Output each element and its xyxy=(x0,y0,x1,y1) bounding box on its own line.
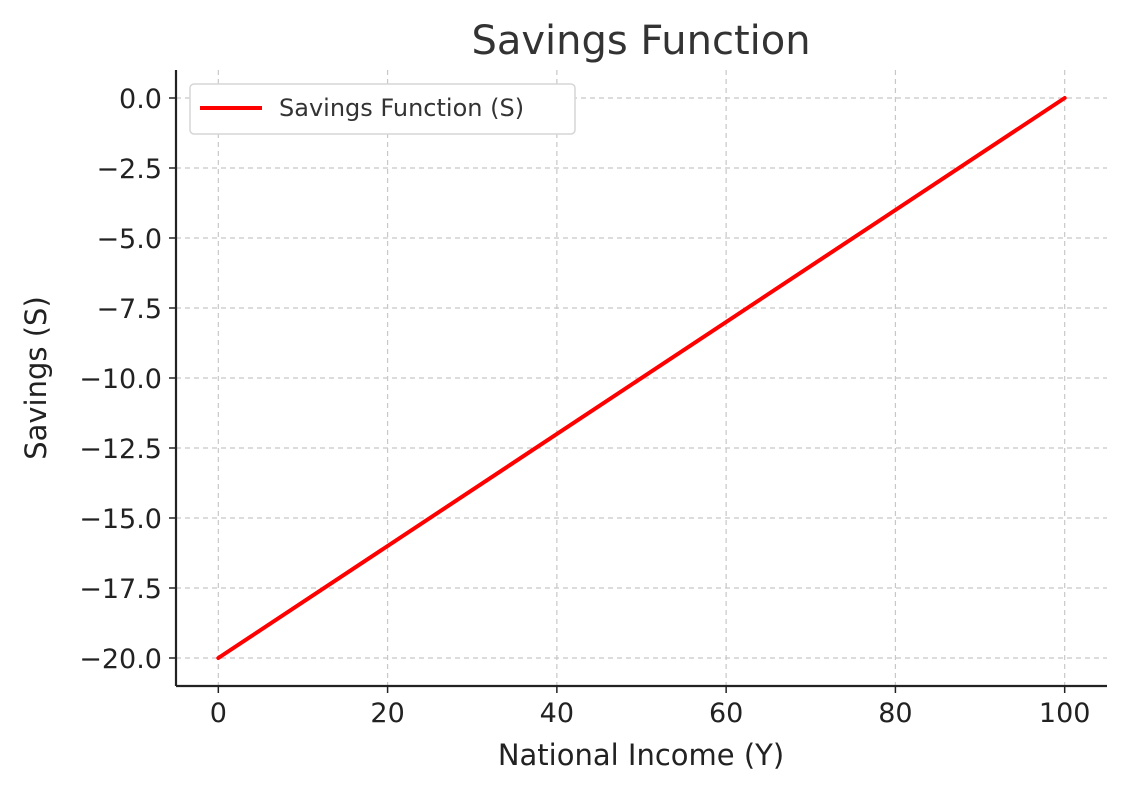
y-tick-label: −10.0 xyxy=(79,364,162,395)
savings-series-line xyxy=(216,96,1067,660)
y-tick-label: −17.5 xyxy=(79,574,162,605)
y-tick-label: −5.0 xyxy=(96,224,162,255)
x-tick-label: 40 xyxy=(540,698,574,729)
y-tick-label: −20.0 xyxy=(79,644,162,675)
x-axis-label: National Income (Y) xyxy=(498,738,784,772)
y-axis-label: Savings (S) xyxy=(19,296,53,460)
x-tick-label: 60 xyxy=(709,698,743,729)
y-tick-label: −7.5 xyxy=(96,294,162,325)
y-tick-label: 0.0 xyxy=(119,84,162,115)
chart-title: Savings Function xyxy=(471,18,810,64)
x-tick-label: 80 xyxy=(878,698,912,729)
series-layer xyxy=(216,96,1067,660)
legend-label: Savings Function (S) xyxy=(279,94,524,122)
legend-box xyxy=(189,83,576,135)
x-tick-label: 20 xyxy=(370,698,404,729)
x-tick-label: 100 xyxy=(1039,698,1091,729)
legend: Savings Function (S) xyxy=(189,83,576,135)
y-tick-label: −2.5 xyxy=(96,154,162,185)
y-tick-label: −12.5 xyxy=(79,434,162,465)
y-tick-label: −15.0 xyxy=(79,504,162,535)
x-tick-label: 0 xyxy=(210,698,227,729)
x-ticks: 0 20 40 60 80 100 xyxy=(210,686,1091,729)
y-ticks: 0.0 −2.5 −5.0 −7.5 −10.0 −12.5 −15.0 −17.5 −20.0 xyxy=(79,84,176,675)
